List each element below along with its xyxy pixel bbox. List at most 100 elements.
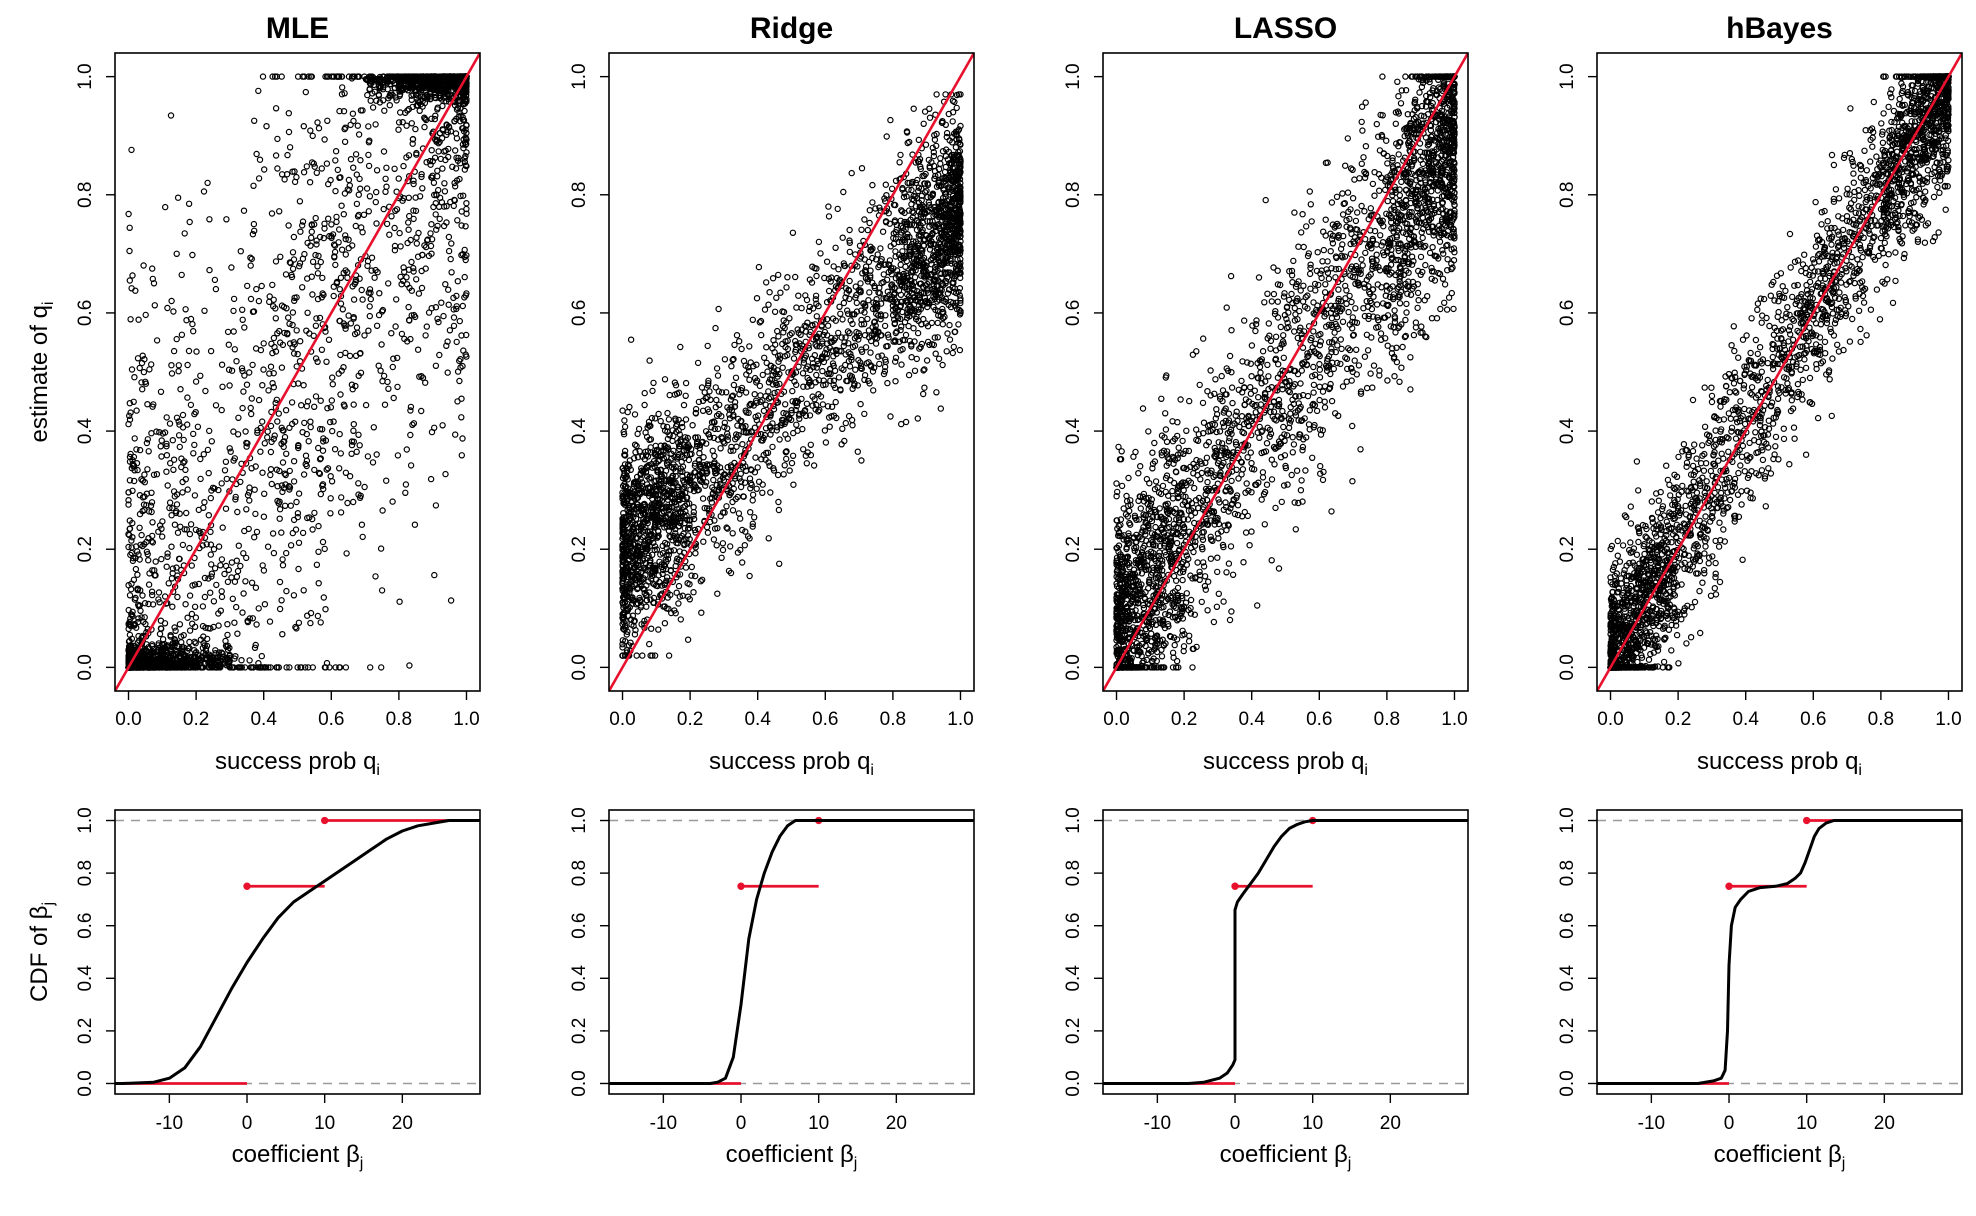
data-point xyxy=(279,459,287,466)
data-point xyxy=(683,437,690,444)
data-point xyxy=(727,447,734,454)
data-point xyxy=(435,148,442,155)
data-point xyxy=(366,73,373,81)
data-point xyxy=(184,486,191,493)
data-point xyxy=(432,199,439,207)
data-point xyxy=(371,274,378,281)
data-point xyxy=(280,484,287,492)
data-point xyxy=(200,664,207,671)
data-point xyxy=(312,355,320,362)
data-point xyxy=(197,372,204,379)
data-point xyxy=(203,635,211,643)
data-point xyxy=(144,401,151,408)
data-point xyxy=(239,609,246,616)
data-point xyxy=(168,362,175,369)
data-point xyxy=(189,430,197,438)
data-point xyxy=(317,397,324,404)
data-point xyxy=(463,199,470,207)
data-point xyxy=(746,343,753,350)
data-point xyxy=(178,643,186,651)
data-point xyxy=(381,401,389,408)
data-point xyxy=(276,506,284,513)
data-point xyxy=(303,457,311,464)
data-point xyxy=(140,368,148,376)
data-point xyxy=(943,146,950,153)
data-point xyxy=(284,151,291,159)
data-point xyxy=(186,592,194,599)
data-point xyxy=(188,562,195,569)
data-point xyxy=(156,429,163,436)
data-point xyxy=(352,222,359,230)
data-point xyxy=(428,250,435,257)
data-point xyxy=(270,370,277,377)
data-point xyxy=(134,355,142,362)
data-point xyxy=(208,573,215,580)
data-point xyxy=(450,322,458,330)
data-point xyxy=(414,253,422,260)
data-point xyxy=(133,446,140,453)
data-point xyxy=(453,303,460,310)
data-point xyxy=(348,75,356,82)
data-point xyxy=(166,499,174,506)
data-point xyxy=(846,277,853,285)
data-point xyxy=(338,246,346,253)
data-point xyxy=(278,529,285,536)
data-point xyxy=(395,126,402,133)
data-point xyxy=(939,321,947,328)
data-point xyxy=(724,525,731,532)
data-point xyxy=(302,460,309,468)
data-point xyxy=(759,371,767,379)
data-point xyxy=(454,398,461,405)
data-point xyxy=(372,121,379,128)
data-point xyxy=(231,578,239,585)
data-point xyxy=(301,73,308,80)
data-point xyxy=(134,571,141,578)
data-point xyxy=(126,224,133,231)
data-point xyxy=(411,521,419,528)
data-point xyxy=(421,115,429,123)
data-point xyxy=(835,266,842,273)
data-point xyxy=(393,206,401,213)
data-point xyxy=(813,371,820,379)
data-point xyxy=(331,242,339,249)
data-point xyxy=(950,343,958,351)
data-point xyxy=(336,226,343,233)
data-point xyxy=(698,384,706,391)
data-point xyxy=(313,241,320,248)
data-point xyxy=(250,534,258,541)
data-point xyxy=(751,514,758,521)
data-point xyxy=(641,503,649,510)
data-point xyxy=(794,326,801,333)
data-point xyxy=(332,187,339,195)
data-point xyxy=(171,521,179,528)
data-point xyxy=(125,652,132,660)
data-point xyxy=(149,539,157,546)
data-point xyxy=(682,434,689,441)
data-point xyxy=(749,497,756,504)
data-point xyxy=(449,163,456,170)
data-point xyxy=(364,91,371,99)
y-tick-label: 0.6 xyxy=(75,300,96,326)
data-point xyxy=(819,367,826,375)
data-point xyxy=(793,304,800,311)
data-point xyxy=(240,388,247,395)
data-point xyxy=(433,191,440,199)
data-point xyxy=(739,441,746,448)
data-point xyxy=(800,446,807,453)
y-axis-label-text: estimate of qi xyxy=(26,302,57,443)
data-point xyxy=(305,438,312,445)
data-point xyxy=(750,402,758,409)
data-point xyxy=(742,528,749,535)
data-point xyxy=(416,107,423,115)
data-point xyxy=(408,92,415,99)
data-point xyxy=(131,374,138,381)
data-point xyxy=(406,317,413,324)
data-point xyxy=(207,347,215,355)
data-point xyxy=(396,92,403,100)
data-point xyxy=(210,598,218,605)
data-point xyxy=(343,322,350,329)
data-point xyxy=(135,316,142,323)
data-point xyxy=(914,329,922,337)
data-point xyxy=(169,664,176,671)
